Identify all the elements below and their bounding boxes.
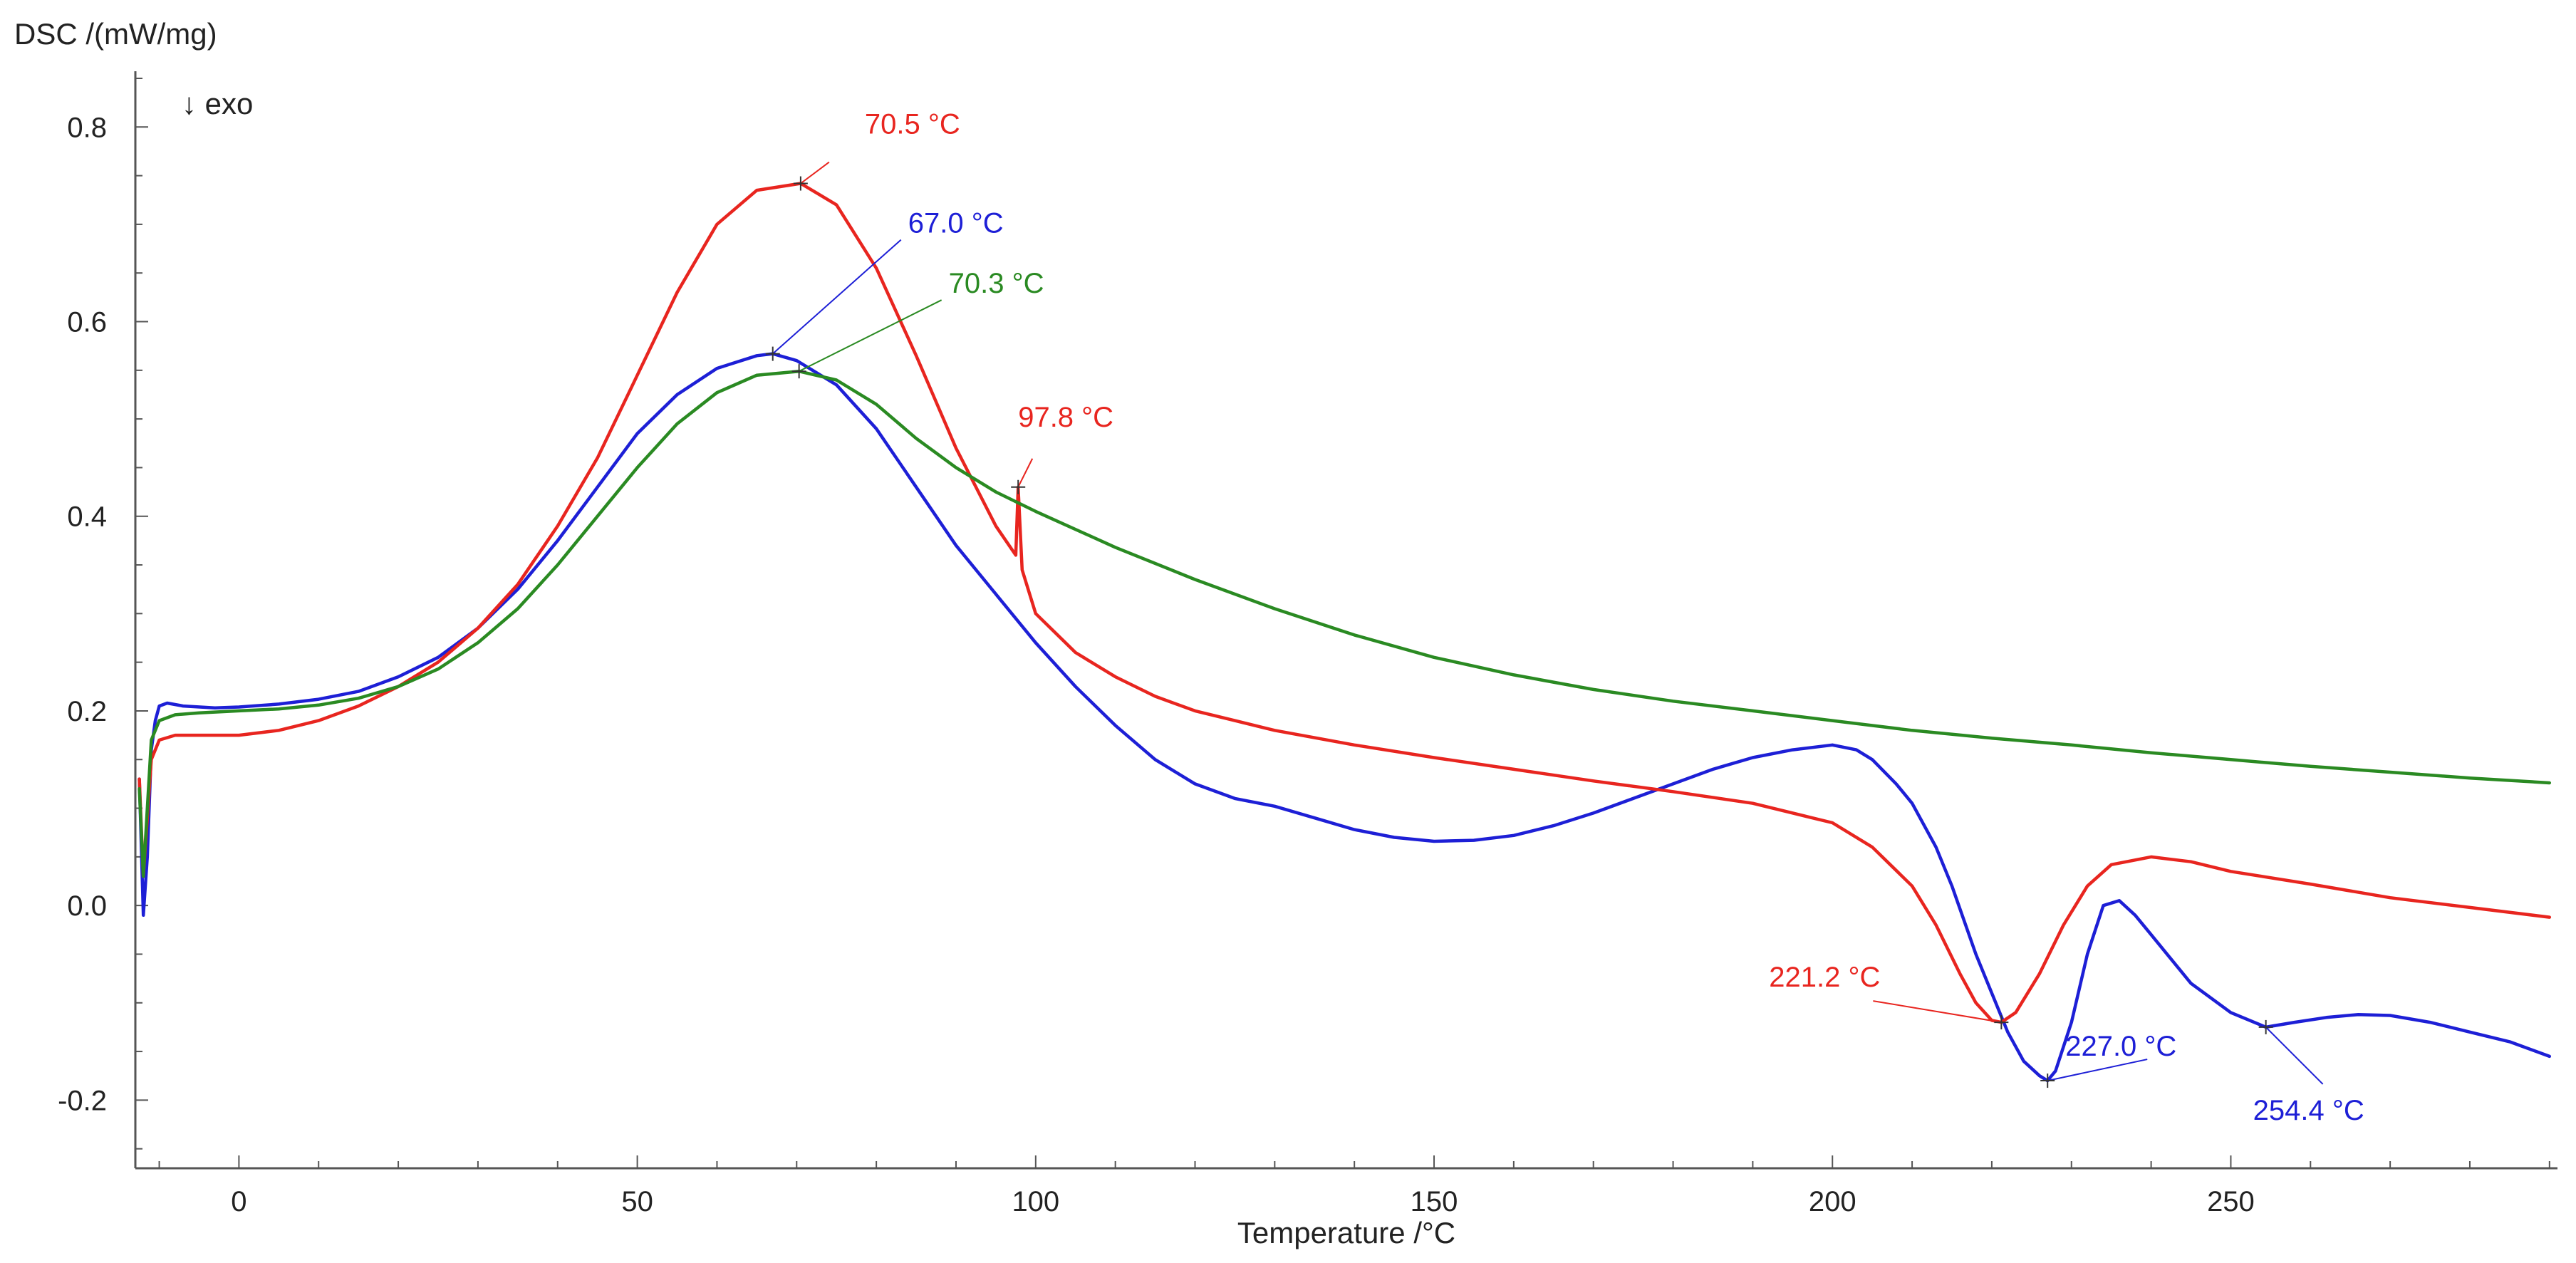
- x-tick-label: 200: [1809, 1186, 1856, 1217]
- annotation-leader-line: [1873, 1000, 2002, 1024]
- exo-direction-note: ↓ exo: [182, 87, 253, 120]
- y-tick-label: 0.4: [67, 501, 107, 533]
- annotation-leader-line: [772, 239, 902, 355]
- y-tick-label: 0.2: [67, 696, 107, 727]
- annotation-leader-line: [800, 161, 830, 184]
- y-tick-label: -0.2: [58, 1085, 107, 1116]
- annotation-layer: 70.5 °C 67.0 °C 70.3 °C 97.8 °C 221.2 °C 227.…: [765, 109, 2364, 1126]
- annotation-label: 70.5 °C: [865, 109, 960, 140]
- annotation-label: 97.8 °C: [1018, 402, 1113, 433]
- x-tick-label: 50: [621, 1186, 653, 1217]
- annotation-label: 254.4 °C: [2253, 1095, 2364, 1126]
- x-tick-label: 250: [2207, 1186, 2255, 1217]
- y-tick-label: 0.8: [67, 112, 107, 143]
- series-green-line: [137, 369, 2552, 878]
- axes: -0.2 0.0 0.2 0.4 0.6 0.8 0 50 100 150 200 250: [58, 71, 2557, 1217]
- x-tick-label: 150: [1411, 1186, 1458, 1217]
- series-layer: [137, 182, 2552, 1083]
- annotation-label: 67.0 °C: [908, 208, 1004, 239]
- y-tick-label: 0.6: [67, 307, 107, 338]
- y-tick-label: 0.0: [67, 890, 107, 922]
- x-tick-label: 100: [1012, 1186, 1059, 1217]
- series-blue-line: [137, 352, 2552, 1083]
- x-tick-label: 0: [231, 1186, 246, 1217]
- annotation-leader-line: [1017, 458, 1034, 488]
- annotation-label: 70.3 °C: [949, 268, 1044, 299]
- series-red-line: [137, 182, 2552, 1024]
- x-axis-title: Temperature /°C: [1237, 1216, 1455, 1249]
- annotation-label: 221.2 °C: [1769, 962, 1880, 993]
- annotation-leader-line: [2047, 1059, 2148, 1082]
- annotation-leader-line: [799, 299, 942, 373]
- annotation-leader-line: [2265, 1026, 2324, 1085]
- annotation-label: 227.0 °C: [2065, 1031, 2176, 1062]
- y-axis-title: DSC /(mW/mg): [14, 17, 217, 51]
